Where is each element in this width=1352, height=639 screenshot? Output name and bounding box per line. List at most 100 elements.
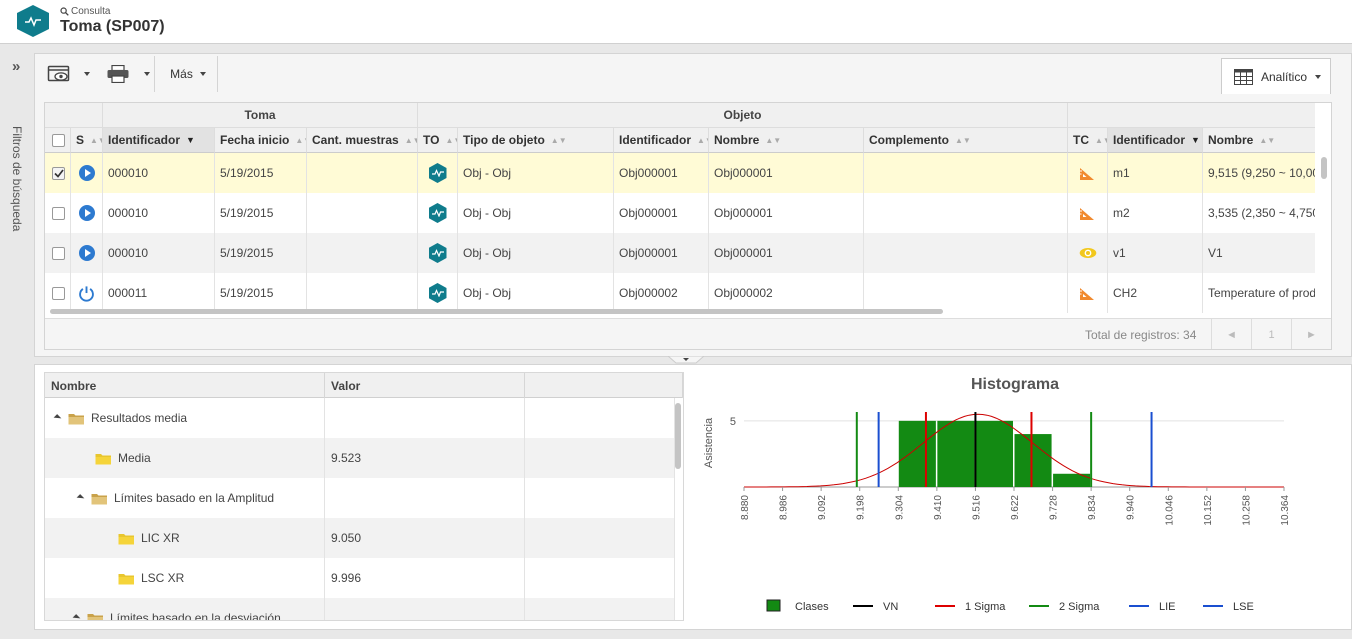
objeto-id-cell: Obj000001	[614, 153, 709, 193]
expand-filters-icon[interactable]: »	[12, 58, 21, 75]
row-checkbox[interactable]	[45, 273, 71, 313]
select-all-checkbox[interactable]	[45, 128, 71, 153]
row-checkbox[interactable]	[45, 233, 71, 273]
previous-page-button[interactable]: ◄	[1211, 319, 1251, 349]
object-type-icon	[428, 163, 447, 183]
results-tree: Nombre Valor Resultados media Media 9.523 L…	[44, 372, 684, 621]
cant-muestras-cell	[307, 193, 418, 233]
tree-row[interactable]: Límites basado en la Amplitud	[45, 478, 675, 518]
tree-node[interactable]: Límites basado en la Amplitud	[45, 478, 325, 518]
view-dropdown-caret-icon[interactable]	[83, 72, 90, 76]
grid-vertical-scroll-thumb[interactable]	[1321, 157, 1327, 179]
object-type-icon-cell	[418, 153, 458, 193]
tree-node[interactable]: LIC XR	[45, 518, 325, 558]
histogram-bar	[1014, 434, 1052, 487]
filter-rail-label[interactable]: Filtros de búsqueda	[10, 126, 24, 232]
group-header-toma: Toma	[103, 103, 418, 128]
tree-header: Nombre Valor	[45, 373, 683, 398]
tree-vertical-scroll-thumb[interactable]	[675, 403, 681, 469]
tree-column-nombre[interactable]: Nombre	[45, 373, 325, 398]
search-icon	[60, 7, 69, 16]
column-header-cant-muestras[interactable]: Cant. muestras▲▼	[307, 128, 418, 153]
grid-horizontal-scrollbar[interactable]	[45, 307, 1315, 315]
ruler-icon	[1080, 207, 1094, 220]
x-tick-label: 9.304	[894, 495, 905, 520]
power-icon[interactable]	[78, 285, 95, 302]
more-button[interactable]: Más	[159, 56, 217, 92]
tree-column-valor[interactable]: Valor	[325, 373, 525, 398]
panel-splitter[interactable]	[668, 356, 704, 364]
statistics-panel: Nombre Valor Resultados media Media 9.523 L…	[34, 364, 1352, 630]
tree-node[interactable]: Límites basado en la desviación	[45, 598, 325, 620]
table-row[interactable]: 000011 5/19/2015 Obj - Obj Obj000002 Obj0000…	[45, 273, 1315, 313]
x-tick-label: 9.940	[1126, 495, 1137, 520]
object-type-icon-cell	[418, 193, 458, 233]
object-type-icon-cell	[418, 273, 458, 313]
app-logo-icon	[17, 5, 49, 37]
print-dropdown-caret-icon[interactable]	[143, 72, 150, 76]
tree-blank-cell	[525, 438, 675, 478]
next-page-button[interactable]: ►	[1291, 319, 1331, 349]
table-row[interactable]: 000010 5/19/2015 Obj - Obj Obj000001 Obj0000…	[45, 153, 1315, 193]
collapse-arrow-icon[interactable]	[53, 414, 62, 422]
group-header-tc	[1068, 103, 1315, 128]
tree-blank-cell	[525, 598, 675, 620]
column-header-tc-identificador[interactable]: Identificador ▼	[1108, 128, 1203, 153]
tree-row[interactable]: Límites basado en la desviación	[45, 598, 675, 620]
tree-node[interactable]: Resultados media	[45, 398, 325, 438]
tree-node[interactable]: LSC XR	[45, 558, 325, 598]
play-icon[interactable]	[78, 205, 95, 221]
tc-id-cell: m1	[1108, 153, 1203, 193]
tc-nombre-cell: Temperature of product	[1203, 273, 1315, 313]
collapse-handle-icon	[668, 356, 704, 364]
play-icon[interactable]	[78, 245, 95, 261]
tree-node-label: LIC XR	[141, 531, 180, 545]
column-header-status[interactable]: S▲▼	[71, 128, 103, 153]
print-button[interactable]	[103, 56, 153, 92]
status-cell[interactable]	[71, 193, 103, 233]
column-header-obj-identificador[interactable]: Identificador▲▼	[614, 128, 709, 153]
table-row[interactable]: 000010 5/19/2015 Obj - Obj Obj000001 Obj0000…	[45, 193, 1315, 233]
collapse-arrow-icon[interactable]	[72, 614, 81, 620]
page-number[interactable]: 1	[1251, 319, 1291, 349]
breadcrumb[interactable]: Consulta	[60, 6, 110, 17]
grid-horizontal-scroll-thumb[interactable]	[50, 309, 943, 314]
collapse-arrow-icon[interactable]	[76, 494, 85, 502]
tree-row[interactable]: LSC XR 9.996	[45, 558, 675, 598]
tree-node-label: Resultados media	[91, 411, 188, 425]
row-checkbox[interactable]	[45, 153, 71, 193]
tree-node[interactable]: Media	[45, 438, 325, 478]
toma-id-cell: 000010	[103, 153, 215, 193]
column-header-identificador[interactable]: Identificador ▼	[103, 128, 215, 153]
column-header-tipo-objeto[interactable]: Tipo de objeto ▲▼	[458, 128, 614, 153]
tree-row[interactable]: Resultados media	[45, 398, 675, 438]
tree-row[interactable]: Media 9.523	[45, 438, 675, 478]
column-header-fecha-inicio[interactable]: Fecha inicio▲▼	[215, 128, 307, 153]
column-header-to[interactable]: TO▲▼	[418, 128, 458, 153]
y-tick-label: 5	[730, 416, 736, 428]
toolbar: Más Analítico	[35, 54, 1351, 94]
view-mode-tab[interactable]: Analítico	[1221, 58, 1331, 94]
status-cell[interactable]	[71, 233, 103, 273]
column-header-complemento[interactable]: Complemento ▲▼	[864, 128, 1068, 153]
legend-label: 1 Sigma	[965, 601, 1006, 613]
view-button[interactable]	[41, 56, 95, 92]
table-row[interactable]: 000010 5/19/2015 Obj - Obj Obj000001 Obj0000…	[45, 233, 1315, 273]
status-cell[interactable]	[71, 153, 103, 193]
status-cell[interactable]	[71, 273, 103, 313]
folder-icon	[95, 453, 111, 464]
fecha-inicio-cell: 5/19/2015	[215, 233, 307, 273]
column-header-tc-nombre[interactable]: Nombre ▲▼	[1203, 128, 1315, 153]
cant-muestras-cell	[307, 153, 418, 193]
play-icon[interactable]	[78, 165, 95, 181]
filter-rail[interactable]: » Filtros de búsqueda	[0, 44, 34, 639]
x-tick-label: 9.410	[933, 495, 944, 520]
row-checkbox[interactable]	[45, 193, 71, 233]
chart-title: Histograma	[971, 376, 1059, 393]
column-header-tc[interactable]: TC▲▼	[1068, 128, 1108, 153]
column-header-obj-nombre[interactable]: Nombre ▲▼	[709, 128, 864, 153]
folder-icon	[118, 573, 134, 584]
tipo-objeto-cell: Obj - Obj	[458, 193, 614, 233]
tree-node-label: LSC XR	[141, 571, 185, 585]
tree-row[interactable]: LIC XR 9.050	[45, 518, 675, 558]
